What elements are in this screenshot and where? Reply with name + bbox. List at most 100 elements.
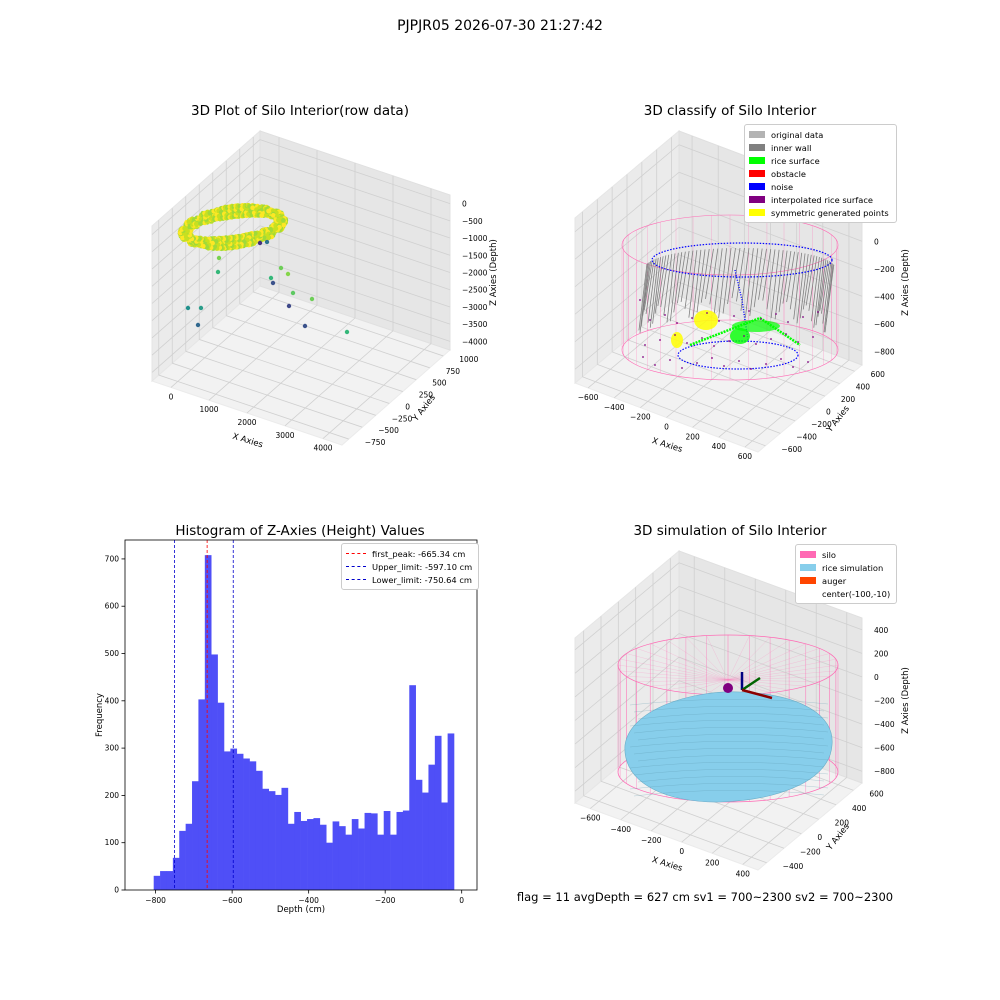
- point: [202, 220, 208, 226]
- point: [198, 237, 204, 243]
- inner-wall-line: [640, 262, 650, 327]
- point: [264, 234, 270, 240]
- histogram-bar: [192, 781, 199, 890]
- point: [275, 208, 281, 214]
- point: [270, 224, 276, 230]
- point: [253, 213, 258, 218]
- point: [206, 242, 212, 248]
- floor-pane: [574, 715, 863, 871]
- point: [258, 235, 263, 240]
- point: [217, 240, 222, 246]
- point: [208, 245, 214, 251]
- y-axis-label: Frequency: [95, 693, 105, 737]
- point: [219, 215, 225, 220]
- point: [187, 241, 193, 247]
- inner-wall-line: [736, 247, 745, 302]
- interpolated-point: [644, 344, 646, 346]
- point: [225, 244, 231, 250]
- point: [194, 236, 200, 242]
- point: [184, 221, 190, 227]
- point: [255, 212, 261, 218]
- point: [272, 215, 278, 221]
- point: [242, 204, 248, 210]
- point: [278, 211, 283, 217]
- rice-simulation-surface: [624, 691, 833, 803]
- point: [255, 203, 260, 209]
- inner-wall-line: [774, 250, 784, 320]
- point: [249, 241, 254, 247]
- silo-roof-wire: [650, 643, 729, 681]
- point: [187, 229, 193, 235]
- point: [270, 225, 275, 231]
- point: [267, 230, 272, 236]
- point: [271, 230, 277, 236]
- point: [237, 243, 243, 249]
- point: [189, 221, 195, 227]
- z-gridline: [574, 633, 680, 721]
- point: [189, 234, 195, 240]
- x-gridline: [587, 300, 693, 389]
- inner-wall-line: [770, 249, 780, 319]
- point: [253, 239, 258, 244]
- x-gridline: [640, 320, 745, 408]
- point: [184, 225, 190, 231]
- point: [178, 227, 184, 233]
- point: [186, 233, 192, 239]
- point: [182, 232, 188, 238]
- rice-mesh-line: [633, 769, 829, 776]
- outlier-point: [270, 280, 276, 286]
- outlier-point: [302, 323, 308, 329]
- silo-top-rim: [617, 634, 839, 696]
- plot-frame: [124, 539, 478, 891]
- point: [236, 214, 241, 219]
- point: [255, 213, 261, 218]
- point: [231, 208, 237, 214]
- point: [257, 211, 263, 217]
- point: [269, 213, 275, 219]
- point: [208, 236, 214, 242]
- point: [189, 235, 194, 241]
- point: [213, 209, 219, 215]
- histogram-bar: [204, 555, 212, 890]
- point: [264, 205, 269, 211]
- point: [273, 212, 279, 217]
- point: [188, 234, 194, 240]
- legend-label: interpolated rice surface: [771, 194, 874, 205]
- point: [270, 226, 276, 232]
- point: [196, 237, 202, 243]
- point: [200, 242, 206, 248]
- point: [276, 211, 282, 217]
- interpolated-point: [802, 316, 804, 318]
- point: [250, 236, 256, 242]
- rice-mesh-line: [633, 790, 825, 797]
- point: [183, 226, 188, 232]
- silo-roof-wire: [727, 659, 836, 681]
- point: [187, 224, 193, 230]
- point: [209, 239, 214, 245]
- point: [187, 234, 193, 240]
- point: [214, 207, 220, 213]
- interpolated-point: [792, 366, 794, 368]
- z-gridline: [151, 173, 261, 270]
- point: [270, 213, 276, 218]
- point: [203, 240, 208, 246]
- point: [198, 236, 204, 242]
- inner-wall-line: [642, 261, 652, 317]
- point: [240, 236, 246, 242]
- point: [231, 214, 237, 219]
- silo-roof-wire: [727, 653, 830, 681]
- point: [183, 221, 189, 227]
- inner-wall-line: [820, 261, 830, 314]
- point: [273, 220, 279, 226]
- point: [186, 225, 192, 231]
- x-gridline: [692, 340, 797, 428]
- point: [282, 221, 288, 226]
- point: [218, 236, 224, 242]
- histogram-bar: [185, 823, 193, 890]
- z-gridline: [151, 190, 261, 287]
- y-tick-label: −400: [783, 862, 804, 871]
- inner-wall-line: [817, 259, 827, 317]
- point: [252, 230, 258, 236]
- point: [231, 234, 237, 240]
- histogram-bar: [434, 735, 442, 890]
